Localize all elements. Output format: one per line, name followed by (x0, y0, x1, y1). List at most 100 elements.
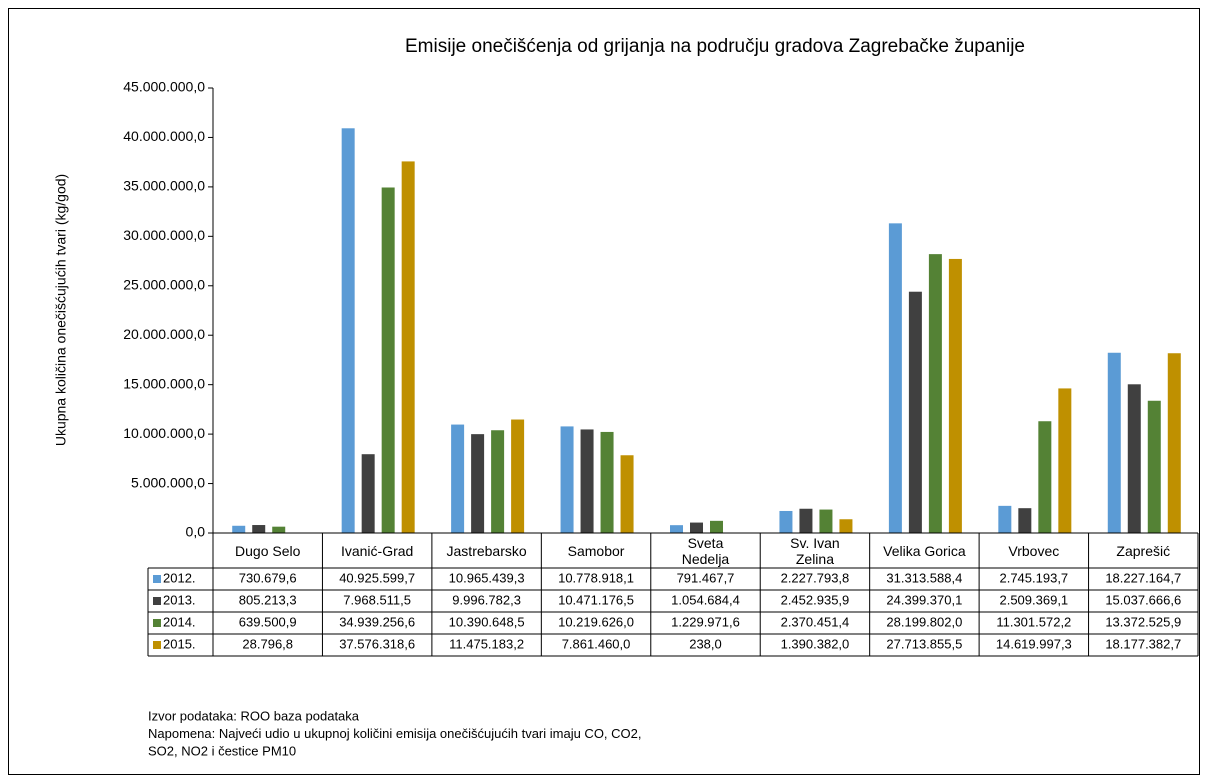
y-tick-label: 20.000.000,0 (123, 326, 205, 342)
y-tick-label: 45.000.000,0 (123, 79, 205, 95)
bar (620, 455, 634, 533)
y-tick-label: 25.000.000,0 (123, 276, 205, 292)
bar (1058, 388, 1072, 533)
bar (839, 519, 853, 533)
bar (1127, 384, 1141, 533)
table-value: 11.301.572,2 (996, 614, 1071, 629)
bar (471, 434, 485, 533)
legend-label: 2014. (163, 614, 196, 629)
bar (799, 508, 813, 533)
table-value: 10.219.626,0 (558, 614, 634, 629)
y-tick-label: 5.000.000,0 (131, 474, 205, 490)
bar (819, 509, 833, 533)
bar (1147, 400, 1161, 533)
bar (998, 505, 1012, 533)
frame (8, 8, 1200, 775)
bar (491, 430, 505, 533)
y-tick-label: 10.000.000,0 (123, 425, 205, 441)
table-value: 9.996.782,3 (452, 592, 521, 607)
x-tick-label: Sv. Ivan Zelina (790, 534, 840, 567)
y-tick-label: 35.000.000,0 (123, 178, 205, 194)
table-value: 13.372.525,9 (1105, 614, 1181, 629)
y-tick-label: 40.000.000,0 (123, 128, 205, 144)
bar (1018, 508, 1032, 533)
table-value: 7.861.460,0 (562, 636, 631, 651)
y-tick-label: 30.000.000,0 (123, 227, 205, 243)
y-axis-label: Ukupna količina onečišćujućih tvari (kg/… (53, 174, 69, 446)
table-value: 2.227.793,8 (781, 570, 850, 585)
table-value: 10.778.918,1 (558, 570, 634, 585)
bar (690, 522, 703, 533)
bar (580, 429, 594, 533)
legend-label: 2012. (163, 570, 196, 585)
chart-title: Emisije onečišćenja od grijanja na podru… (405, 36, 1025, 57)
table-value: 1.054.684,4 (671, 592, 740, 607)
bar (361, 454, 375, 533)
bar (710, 520, 723, 533)
table-value: 28.796,8 (242, 636, 293, 651)
bar (928, 254, 942, 533)
table-value: 18.227.164,7 (1105, 570, 1181, 585)
y-tick-label: 15.000.000,0 (123, 375, 205, 391)
bar (600, 431, 614, 533)
bar (1107, 352, 1121, 533)
bar (451, 424, 465, 533)
table-value: 1.229.971,6 (671, 614, 740, 629)
table-value: 730.679,6 (239, 570, 297, 585)
y-tick-label: 0,0 (186, 524, 206, 540)
table-value: 805.213,3 (239, 592, 297, 607)
table-value: 1.390.382,0 (781, 636, 850, 651)
legend-swatch (153, 641, 161, 649)
x-tick-label: Jastrebarsko (446, 542, 527, 559)
table-value: 10.471.176,5 (558, 592, 634, 607)
table-value: 11.475.183,2 (449, 636, 524, 651)
table-value: 639.500,9 (239, 614, 297, 629)
legend-label: 2015. (163, 636, 196, 651)
table-value: 14.619.997,3 (996, 636, 1072, 651)
table-value: 34.939.256,6 (339, 614, 415, 629)
bar (779, 510, 793, 533)
table-value: 2.370.451,4 (781, 614, 850, 629)
bar (252, 525, 266, 533)
bar (401, 161, 415, 533)
legend-swatch (153, 619, 161, 627)
table-value: 40.925.599,7 (339, 570, 415, 585)
legend-swatch (153, 575, 161, 583)
bar (1167, 353, 1181, 533)
bar (341, 128, 355, 533)
table-value: 238,0 (689, 636, 722, 651)
bar (511, 419, 525, 533)
x-tick-label: Dugo Selo (235, 542, 301, 559)
bar (948, 258, 962, 533)
bar (888, 223, 902, 534)
table-value: 2.509.369,1 (999, 592, 1068, 607)
x-tick-label: Samobor (567, 542, 625, 559)
x-tick-label: Ivanić-Grad (340, 542, 414, 559)
table-value: 791.467,7 (677, 570, 735, 585)
bar (232, 525, 246, 533)
table-value: 28.199.802,0 (886, 614, 962, 629)
note: Napomena: Najveći udio u ukupnoj količin… (148, 726, 642, 741)
bar (560, 426, 574, 533)
x-tick-label: Sveta Nedelja (681, 534, 730, 567)
legend-label: 2013. (163, 592, 196, 607)
table-value: 37.576.318,6 (339, 636, 415, 651)
bar (670, 525, 683, 533)
table-value: 10.390.648,5 (449, 614, 525, 629)
bar (381, 187, 395, 534)
table-value: 7.968.511,5 (343, 592, 411, 607)
x-tick-label: Vrbovec (1008, 542, 1060, 559)
x-tick-label: Zaprešić (1116, 542, 1171, 559)
table-value: 18.177.382,7 (1105, 636, 1181, 651)
table-value: 31.313.588,4 (886, 570, 962, 585)
bar (272, 526, 286, 533)
table-value: 24.399.370,1 (886, 592, 962, 607)
table-value: 10.965.439,3 (449, 570, 525, 585)
table-value: 15.037.666,6 (1105, 592, 1181, 607)
table-value: 27.713.855,5 (886, 636, 962, 651)
bar (1038, 421, 1052, 533)
x-tick-label: Velika Gorica (883, 542, 966, 559)
table-value: 2.745.193,7 (999, 570, 1068, 585)
note: Izvor podataka: ROO baza podataka (148, 708, 360, 723)
